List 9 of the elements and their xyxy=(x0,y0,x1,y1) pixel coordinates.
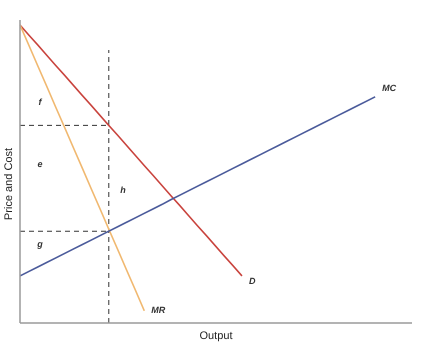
annotation: h xyxy=(120,185,126,195)
annotation: e xyxy=(37,159,43,169)
series-label: MR xyxy=(151,304,166,315)
annotation: f xyxy=(38,97,42,107)
series-label: D xyxy=(248,276,256,286)
series-label: MC xyxy=(382,82,397,93)
annotation: g xyxy=(36,239,44,249)
y-axis-title: Price and Cost xyxy=(3,148,15,220)
x-axis-title: Output xyxy=(199,330,233,342)
